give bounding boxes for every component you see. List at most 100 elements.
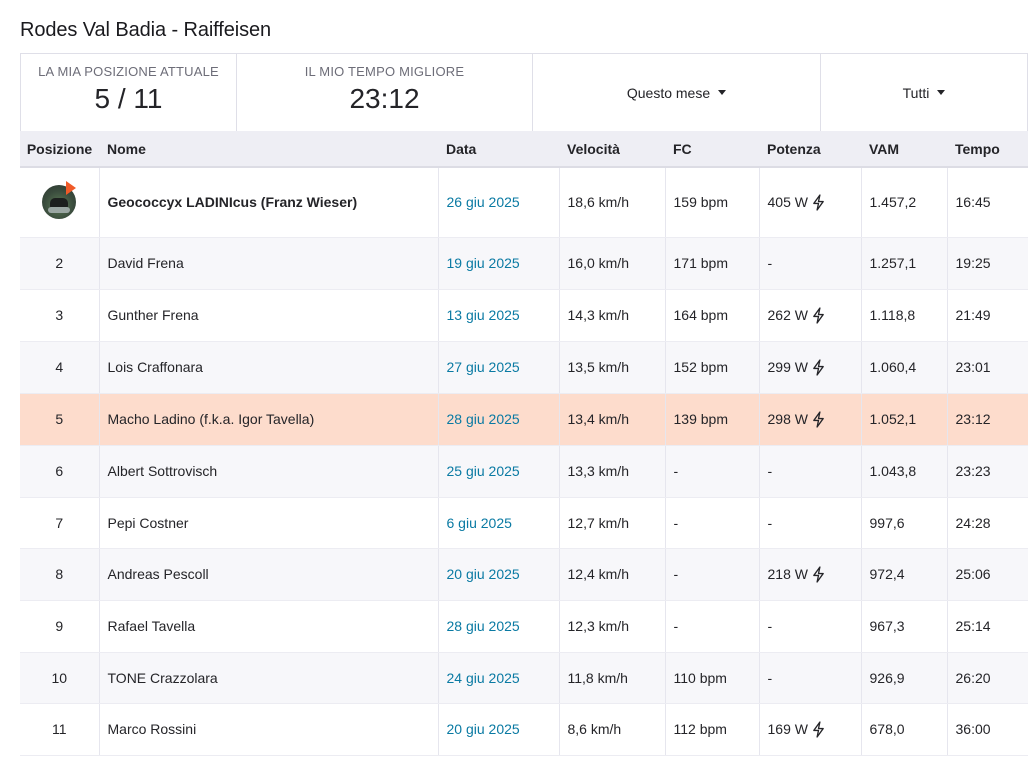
speed-cell: 16,0 km/h: [559, 237, 666, 290]
table-row[interactable]: 4 Lois Craffonara 27 giu 2025 13,5 km/h 152 …: [20, 341, 1028, 394]
athlete-name[interactable]: Lois Craffonara: [107, 359, 203, 375]
header-power[interactable]: Potenza: [759, 131, 861, 168]
speed-cell: 13,5 km/h: [559, 341, 666, 394]
position-cell: 7: [20, 497, 100, 549]
power-cell: 299 W: [759, 341, 862, 394]
date-cell: 25 giu 2025: [438, 445, 560, 498]
hr-cell: 152 bpm: [665, 341, 760, 394]
athlete-name-cell[interactable]: TONE Crazzolara: [99, 652, 439, 704]
header-date[interactable]: Data: [438, 131, 559, 168]
table-row[interactable]: 2 David Frena 19 giu 2025 16,0 km/h 171 bpm -…: [20, 237, 1028, 290]
hr-cell: 139 bpm: [665, 393, 760, 446]
header-speed[interactable]: Velocità: [559, 131, 665, 168]
date-cell: 20 giu 2025: [438, 703, 560, 756]
table-row[interactable]: 9 Rafael Tavella 28 giu 2025 12,3 km/h - -967…: [20, 600, 1028, 653]
athlete-name[interactable]: Andreas Pescoll: [107, 566, 209, 582]
athlete-name[interactable]: TONE Crazzolara: [107, 669, 218, 686]
activity-date-link[interactable]: 28 giu 2025: [446, 618, 520, 634]
lightning-icon: [813, 358, 824, 376]
athlete-name-cell[interactable]: Pepi Costner: [99, 497, 439, 549]
lightning-icon: [813, 194, 824, 211]
vam-cell: 1.257,1: [861, 237, 948, 290]
hr-cell: 110 bpm: [665, 652, 760, 704]
athlete-name[interactable]: Pepi Costner: [107, 514, 189, 531]
activity-date-link[interactable]: 24 giu 2025: [446, 669, 520, 686]
speed-cell: 18,6 km/h: [559, 167, 666, 238]
athlete-name[interactable]: Marco Rossini: [107, 721, 197, 737]
table-row[interactable]: 11 Marco Rossini 20 giu 2025 8,6 km/h 112 bp…: [20, 703, 1028, 756]
hr-cell: -: [665, 497, 760, 549]
header-time[interactable]: Tempo: [947, 131, 1028, 168]
group-filter-dropdown[interactable]: Tutti: [821, 54, 1027, 131]
time-cell: 21:49: [947, 289, 1028, 342]
position-cell: 5: [20, 393, 100, 446]
activity-date-link[interactable]: 26 giu 2025: [446, 194, 520, 211]
athlete-name-cell[interactable]: Macho Ladino (f.k.a. Igor Tavella): [99, 393, 439, 446]
period-filter-label: Questo mese: [626, 84, 711, 101]
activity-date-link[interactable]: 20 giu 2025: [446, 721, 520, 737]
table-row[interactable]: 10 TONE Crazzolara 24 giu 2025 11,8 km/h 110…: [20, 652, 1028, 704]
time-cell: 24:28: [947, 497, 1028, 549]
header-position[interactable]: Posizione: [20, 131, 99, 168]
power-value: 299 W: [767, 359, 808, 375]
speed-cell: 13,4 km/h: [559, 393, 666, 446]
power-value: 262 W: [767, 307, 808, 323]
power-cell: -: [759, 652, 862, 704]
time-cell: 25:14: [947, 600, 1028, 653]
date-cell: 24 giu 2025: [438, 652, 560, 704]
vam-cell: 1.043,8: [861, 445, 948, 498]
power-cell: 218 W: [759, 548, 862, 601]
activity-date-link[interactable]: 27 giu 2025: [446, 359, 520, 375]
table-row[interactable]: 8 Andreas Pescoll 20 giu 2025 12,4 km/h -218…: [20, 548, 1028, 601]
athlete-name-cell[interactable]: Gunther Frena: [99, 289, 439, 342]
athlete-name-cell[interactable]: Andreas Pescoll: [99, 548, 439, 601]
activity-date-link[interactable]: 13 giu 2025: [446, 307, 520, 323]
athlete-name-cell[interactable]: Rafael Tavella: [99, 600, 439, 653]
header-name[interactable]: Nome: [99, 131, 438, 168]
best-time-card: IL MIO TEMPO MIGLIORE 23:12: [237, 54, 533, 131]
activity-date-link[interactable]: 6 giu 2025: [446, 514, 512, 531]
header-vam[interactable]: VAM: [861, 131, 947, 168]
position-cell: 6: [20, 445, 100, 498]
speed-cell: 12,7 km/h: [559, 497, 666, 549]
athlete-name-cell[interactable]: Marco Rossini: [99, 703, 439, 756]
time-cell: 16:45: [947, 167, 1028, 238]
athlete-name-cell[interactable]: Lois Craffonara: [99, 341, 439, 394]
chevron-down-icon: [937, 90, 946, 95]
page-title: Rodes Val Badia - Raiffeisen: [20, 19, 272, 41]
athlete-name[interactable]: Rafael Tavella: [107, 618, 196, 634]
athlete-name-cell[interactable]: Geococcyx LADINIcus (Franz Wieser): [99, 167, 439, 238]
table-row[interactable]: 3 Gunther Frena 13 giu 2025 14,3 km/h 164 bp…: [20, 289, 1028, 342]
athlete-name[interactable]: Albert Sottrovisch: [107, 463, 218, 479]
period-filter-dropdown[interactable]: Questo mese: [533, 54, 821, 131]
hr-cell: -: [665, 445, 760, 498]
table-row[interactable]: 6 Albert Sottrovisch 25 giu 2025 13,3 km/h -…: [20, 445, 1028, 498]
table-row[interactable]: Geococcyx LADINIcus (Franz Wieser) 26 giu…: [20, 167, 1028, 238]
activity-date-link[interactable]: 20 giu 2025: [446, 566, 520, 582]
table-row[interactable]: 7 Pepi Costner 6 giu 2025 12,7 km/h - -997,6 2…: [20, 497, 1028, 549]
lightning-icon: [813, 306, 824, 324]
power-value: 218 W: [767, 566, 808, 582]
avatar[interactable]: [42, 181, 77, 220]
vam-cell: 678,0: [861, 703, 948, 756]
speed-cell: 12,3 km/h: [559, 600, 666, 653]
athlete-name-cell[interactable]: Albert Sottrovisch: [99, 445, 439, 498]
header-hr[interactable]: FC: [665, 131, 759, 168]
hr-cell: 159 bpm: [665, 167, 760, 238]
activity-date-link[interactable]: 28 giu 2025: [446, 411, 520, 427]
athlete-name-cell[interactable]: David Frena: [99, 237, 439, 290]
athlete-name[interactable]: Gunther Frena: [107, 307, 199, 323]
position-cell: 2: [20, 237, 100, 290]
activity-date-link[interactable]: 25 giu 2025: [446, 463, 520, 479]
activity-date-link[interactable]: 19 giu 2025: [446, 255, 520, 271]
time-cell: 23:12: [947, 393, 1028, 446]
speed-cell: 13,3 km/h: [559, 445, 666, 498]
power-cell: 169 W: [759, 703, 862, 756]
table-row[interactable]: 5 Macho Ladino (f.k.a. Igor Tavella) 28 gi…: [20, 393, 1028, 446]
athlete-name[interactable]: Macho Ladino (f.k.a. Igor Tavella): [107, 411, 315, 427]
power-cell: 298 W: [759, 393, 862, 446]
position-cell: [20, 167, 100, 238]
speed-cell: 11,8 km/h: [559, 652, 666, 704]
athlete-name[interactable]: Geococcyx LADINIcus (Franz Wieser): [107, 194, 358, 211]
athlete-name[interactable]: David Frena: [107, 255, 184, 271]
